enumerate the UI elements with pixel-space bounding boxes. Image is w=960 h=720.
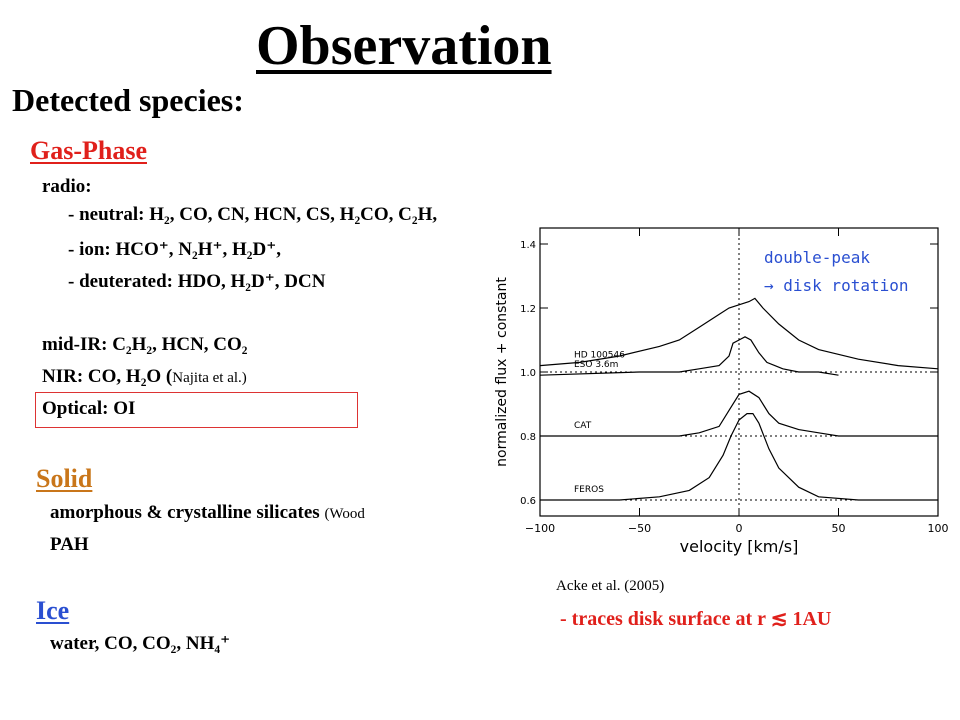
nir-text: NIR: CO, H₂O ( [42, 366, 173, 387]
y-tick-label: 1.2 [520, 304, 536, 315]
y-axis-label: normalized flux + constant [494, 277, 510, 467]
x-tick-label: −100 [525, 522, 555, 535]
pah-line: PAH [50, 534, 89, 555]
series-label: CAT [574, 421, 592, 431]
series-label: ESO 3.6m [574, 360, 618, 370]
ice-heading: Ice [36, 596, 70, 625]
x-axis-label: velocity [km/s] [680, 537, 799, 556]
neutral-species: - neutral: H₂, CO, CN, HCN, CS, H₂CO, C₂… [68, 204, 438, 225]
silicates-reference: (Wood [324, 506, 365, 522]
optical-highlight-box [35, 392, 358, 428]
y-tick-label: 1.0 [520, 368, 536, 379]
spectrum-line [539, 297, 939, 370]
radio-label: radio: [42, 176, 92, 197]
series-label: HD 100546 [574, 351, 625, 361]
x-tick-label: 50 [832, 522, 846, 535]
solid-heading: Solid [36, 464, 93, 493]
nir-species: NIR: CO, H₂O (Najita et al.) [42, 366, 247, 388]
detected-heading: Detected species: [12, 82, 244, 118]
gas-phase-heading: Gas-Phase [30, 136, 147, 165]
traces-note: - traces disk surface at r ≲ 1AU [560, 608, 832, 630]
optical-species: Optical: OI [42, 398, 136, 419]
slide-title: Observation [256, 15, 552, 77]
spectrum-line [540, 390, 938, 437]
ion-species: - ion: HCO⁺, N₂H⁺, H₂D⁺, [68, 239, 282, 260]
x-tick-label: −50 [628, 522, 651, 535]
spectrum-figure: −100 −50 0 50 100 0.6 0.8 1.0 1.2 1.4 HD 100546 ESO… [490, 218, 950, 568]
spectrum-line [540, 413, 938, 501]
silicates-line: amorphous & crystalline silicates (Wood [50, 502, 365, 524]
spectrum-chart: −100 −50 0 50 100 0.6 0.8 1.0 1.2 1.4 HD 100546ESO… [494, 227, 949, 556]
deuterated-species: - deuterated: HDO, H₂D⁺, DCN [68, 271, 326, 292]
series-label: FEROS [574, 485, 604, 495]
x-tick-label: 100 [928, 522, 949, 535]
annotation-double-peak: double-peak [764, 248, 870, 267]
nir-reference: Najita et al.) [172, 370, 247, 386]
ice-species: water, CO, CO₂, NH₄⁺ [50, 633, 231, 654]
annotation-disk-rotation: → disk rotation [764, 276, 909, 295]
x-tick-label: 0 [736, 522, 743, 535]
spectrum-line [539, 336, 839, 376]
y-tick-label: 0.6 [520, 496, 536, 507]
y-tick-label: 1.4 [520, 240, 536, 251]
plot-frame [539, 227, 939, 517]
silicates-text: amorphous & crystalline silicates [50, 502, 320, 523]
y-tick-label: 0.8 [520, 432, 536, 443]
midir-species: mid-IR: C₂H₂, HCN, CO₂ [42, 334, 248, 355]
figure-citation: Acke et al. (2005) [556, 578, 665, 594]
